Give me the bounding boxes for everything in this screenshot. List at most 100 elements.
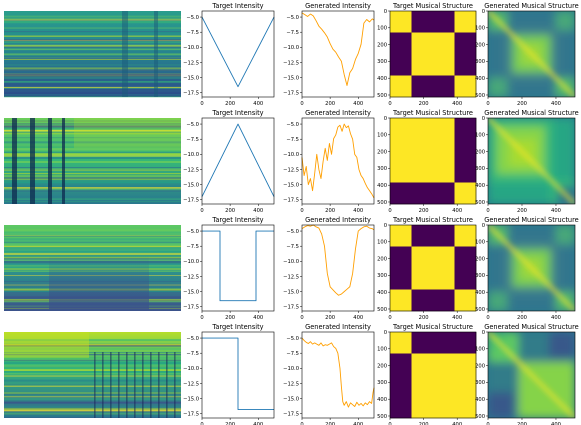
y-tick-label: 500 bbox=[475, 307, 485, 313]
structure-cell bbox=[454, 246, 477, 290]
y-tick-label: −15.0 bbox=[183, 396, 199, 402]
x-tick-label: 400 bbox=[253, 101, 263, 107]
y-tick-label: −15.0 bbox=[283, 289, 299, 295]
plot-frame bbox=[301, 331, 375, 419]
target-intensity-row-1: Target Intensity −5.0 −7.5 −10.0 −12.5 −15.0 −… bbox=[183, 2, 275, 107]
spectrogram-band bbox=[4, 45, 181, 47]
spectrogram-band bbox=[4, 352, 181, 353]
target-structure-row-2: Target Musical Structure 0 100 200 300 400 500… bbox=[377, 109, 477, 214]
heatmap-block bbox=[559, 246, 575, 290]
spectrogram-band bbox=[4, 360, 181, 363]
spectrogram-band bbox=[4, 93, 181, 96]
spectrogram-band bbox=[4, 187, 181, 189]
plot-frame bbox=[487, 331, 576, 419]
x-tick-label: 400 bbox=[452, 208, 462, 214]
spectrogram-band bbox=[4, 241, 181, 243]
y-tick-label: −5.0 bbox=[186, 336, 199, 342]
x-tick-label: 0 bbox=[200, 101, 203, 107]
structure-cell bbox=[454, 225, 477, 247]
y-tick-label: 300 bbox=[377, 59, 387, 65]
x-tick-label: 400 bbox=[353, 315, 363, 321]
heatmap-block bbox=[488, 392, 515, 418]
x-tick-label: 400 bbox=[551, 101, 561, 107]
generated-intensity-row-2: Generated Intensity −5.0 −7.5 −10.0 −12.5 −15… bbox=[283, 109, 375, 214]
structure-cell bbox=[454, 11, 477, 33]
x-tick-label: 200 bbox=[325, 315, 335, 321]
structure-cell bbox=[390, 75, 412, 98]
spectrogram-onset bbox=[142, 352, 144, 418]
y-tick-label: −10.0 bbox=[283, 366, 299, 372]
y-tick-label: 500 bbox=[475, 200, 485, 206]
spectrogram-band bbox=[4, 174, 181, 176]
spectrogram-band bbox=[4, 393, 181, 395]
panel-title: Generated Musical Structure bbox=[484, 216, 578, 224]
spectrogram-band bbox=[4, 414, 181, 417]
heatmap-block bbox=[488, 32, 504, 76]
x-tick-label: 200 bbox=[419, 101, 429, 107]
spectrogram-band bbox=[4, 168, 181, 171]
spectrogram-row-3 bbox=[4, 225, 181, 311]
x-tick-label: 400 bbox=[452, 422, 462, 425]
spectrogram-band bbox=[4, 412, 181, 414]
generated-structure-row-4: Generated Musical Structure0100200300400… bbox=[475, 323, 579, 425]
spectrogram-band bbox=[4, 246, 181, 249]
spectrogram-band bbox=[4, 371, 181, 372]
spectrogram-highlight bbox=[4, 332, 89, 358]
spectrogram-band bbox=[4, 27, 181, 29]
y-tick-label: 400 bbox=[475, 290, 485, 296]
generated-intensity-row-4: Generated Intensity −5.0 −7.5 −10.0 −12.5 −15… bbox=[283, 323, 375, 425]
x-tick-label: 0 bbox=[300, 315, 303, 321]
y-tick-label: 500 bbox=[377, 200, 387, 206]
target-structure-row-1: Target Musical Structure 0 100 200 300 400 500… bbox=[377, 2, 477, 107]
spectrogram-band bbox=[4, 344, 181, 347]
plot-frame bbox=[389, 224, 477, 312]
y-tick-label: 300 bbox=[377, 273, 387, 279]
x-tick-label: 200 bbox=[325, 422, 335, 425]
structure-cell bbox=[390, 118, 455, 183]
x-tick-label: 0 bbox=[486, 208, 489, 214]
spectrogram-band bbox=[4, 125, 181, 128]
spectrogram-band bbox=[4, 123, 181, 125]
y-tick-label: −5.0 bbox=[186, 229, 199, 235]
plot-frame bbox=[301, 10, 375, 98]
spectrogram-onset bbox=[118, 352, 120, 418]
spectrogram-band bbox=[4, 130, 181, 132]
spectrogram-band bbox=[4, 161, 181, 164]
spectrogram-band bbox=[4, 237, 181, 239]
spectrogram-band bbox=[4, 235, 181, 238]
heatmap-blocks bbox=[488, 332, 575, 418]
y-tick-label: −7.5 bbox=[186, 137, 199, 143]
y-tick-label: 0 bbox=[384, 330, 387, 336]
spectrogram-onset bbox=[158, 352, 160, 418]
spectrogram-band bbox=[4, 67, 181, 69]
x-tick-label: 400 bbox=[452, 315, 462, 321]
panel-title: Generated Musical Structure bbox=[484, 109, 578, 117]
spectrogram-band bbox=[4, 232, 181, 234]
x-tick-label: 200 bbox=[419, 315, 429, 321]
spectrogram-band bbox=[4, 412, 181, 415]
structure-cell bbox=[390, 332, 412, 354]
structure-cell bbox=[390, 289, 412, 312]
x-tick-label: 400 bbox=[253, 422, 263, 425]
spectrogram-band bbox=[4, 145, 181, 148]
y-tick-label: 200 bbox=[475, 42, 485, 48]
spectrogram-band bbox=[4, 45, 181, 47]
spectrogram-band bbox=[4, 403, 181, 405]
structure-cell bbox=[411, 225, 455, 247]
spectrogram-band bbox=[4, 147, 181, 150]
y-tick-label: 200 bbox=[377, 363, 387, 369]
plot-frame bbox=[389, 117, 477, 205]
spectrogram-band bbox=[4, 175, 181, 177]
spectrogram-band bbox=[4, 39, 181, 42]
spectrogram-band bbox=[4, 64, 181, 66]
y-tick-label: 100 bbox=[377, 133, 387, 139]
x-tick-label: 200 bbox=[517, 422, 527, 425]
y-tick-label: 300 bbox=[475, 166, 485, 172]
spectrogram-stripe bbox=[62, 118, 65, 204]
heatmap-block bbox=[509, 11, 554, 27]
heatmap-block bbox=[553, 118, 575, 180]
spectrogram-band bbox=[4, 137, 181, 139]
spectrogram-band bbox=[4, 172, 181, 175]
spectrogram-band bbox=[4, 149, 181, 151]
y-tick-label: −17.5 bbox=[183, 305, 199, 311]
